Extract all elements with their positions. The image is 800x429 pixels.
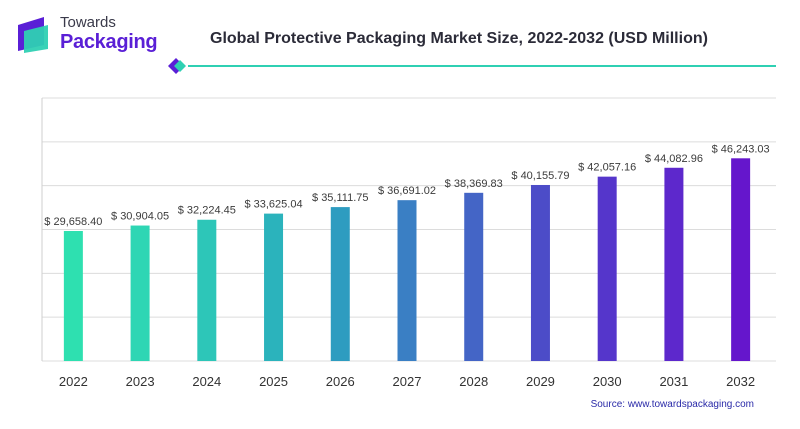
bar-2027 (397, 200, 417, 361)
data-label-2027: $ 36,691.02 (378, 185, 436, 197)
x-tick-label-2032: 2032 (726, 374, 755, 389)
x-tick-label-2024: 2024 (192, 374, 221, 389)
bar-2028 (464, 192, 484, 361)
x-tick-label-2022: 2022 (59, 374, 88, 389)
data-label-2032: $ 46,243.03 (712, 143, 770, 155)
data-label-2023: $ 30,904.05 (111, 211, 169, 223)
data-label-2022: $ 29,658.40 (44, 216, 102, 228)
source-note: Source: www.towardspackaging.com (590, 399, 754, 410)
data-label-2028: $ 38,369.83 (445, 178, 503, 190)
bar-2026 (330, 207, 350, 361)
brand-logo-icon (18, 17, 48, 53)
brand-name-line1: Towards (60, 14, 116, 31)
bar-2030 (597, 176, 617, 361)
bar-2029 (530, 184, 550, 361)
x-tick-label-2027: 2027 (393, 374, 422, 389)
brand-name-line2: Packaging (60, 31, 158, 53)
data-label-2024: $ 32,224.45 (178, 205, 236, 217)
bar-2025 (264, 213, 284, 361)
bar-2022 (63, 230, 83, 361)
x-tick-label-2029: 2029 (526, 374, 555, 389)
x-tick-label-2028: 2028 (459, 374, 488, 389)
bar-2032 (731, 158, 751, 361)
x-tick-label-2031: 2031 (659, 374, 688, 389)
data-label-2030: $ 42,057.16 (578, 162, 636, 174)
x-tick-label-2023: 2023 (126, 374, 155, 389)
x-tick-label-2030: 2030 (593, 374, 622, 389)
bar-2023 (130, 225, 150, 361)
data-label-2026: $ 35,111.75 (312, 192, 368, 204)
data-label-2031: $ 44,082.96 (645, 153, 703, 165)
divider-diamond-accent-icon (174, 60, 186, 72)
brand-logo: Towards Packaging (14, 13, 164, 57)
bar-2024 (197, 219, 217, 361)
bar-2031 (664, 167, 684, 361)
data-label-2029: $ 40,155.79 (511, 170, 569, 182)
chart-title: Global Protective Packaging Market Size,… (210, 30, 708, 47)
x-tick-label-2026: 2026 (326, 374, 355, 389)
data-label-2025: $ 33,625.04 (244, 199, 302, 211)
x-tick-label-2025: 2025 (259, 374, 288, 389)
